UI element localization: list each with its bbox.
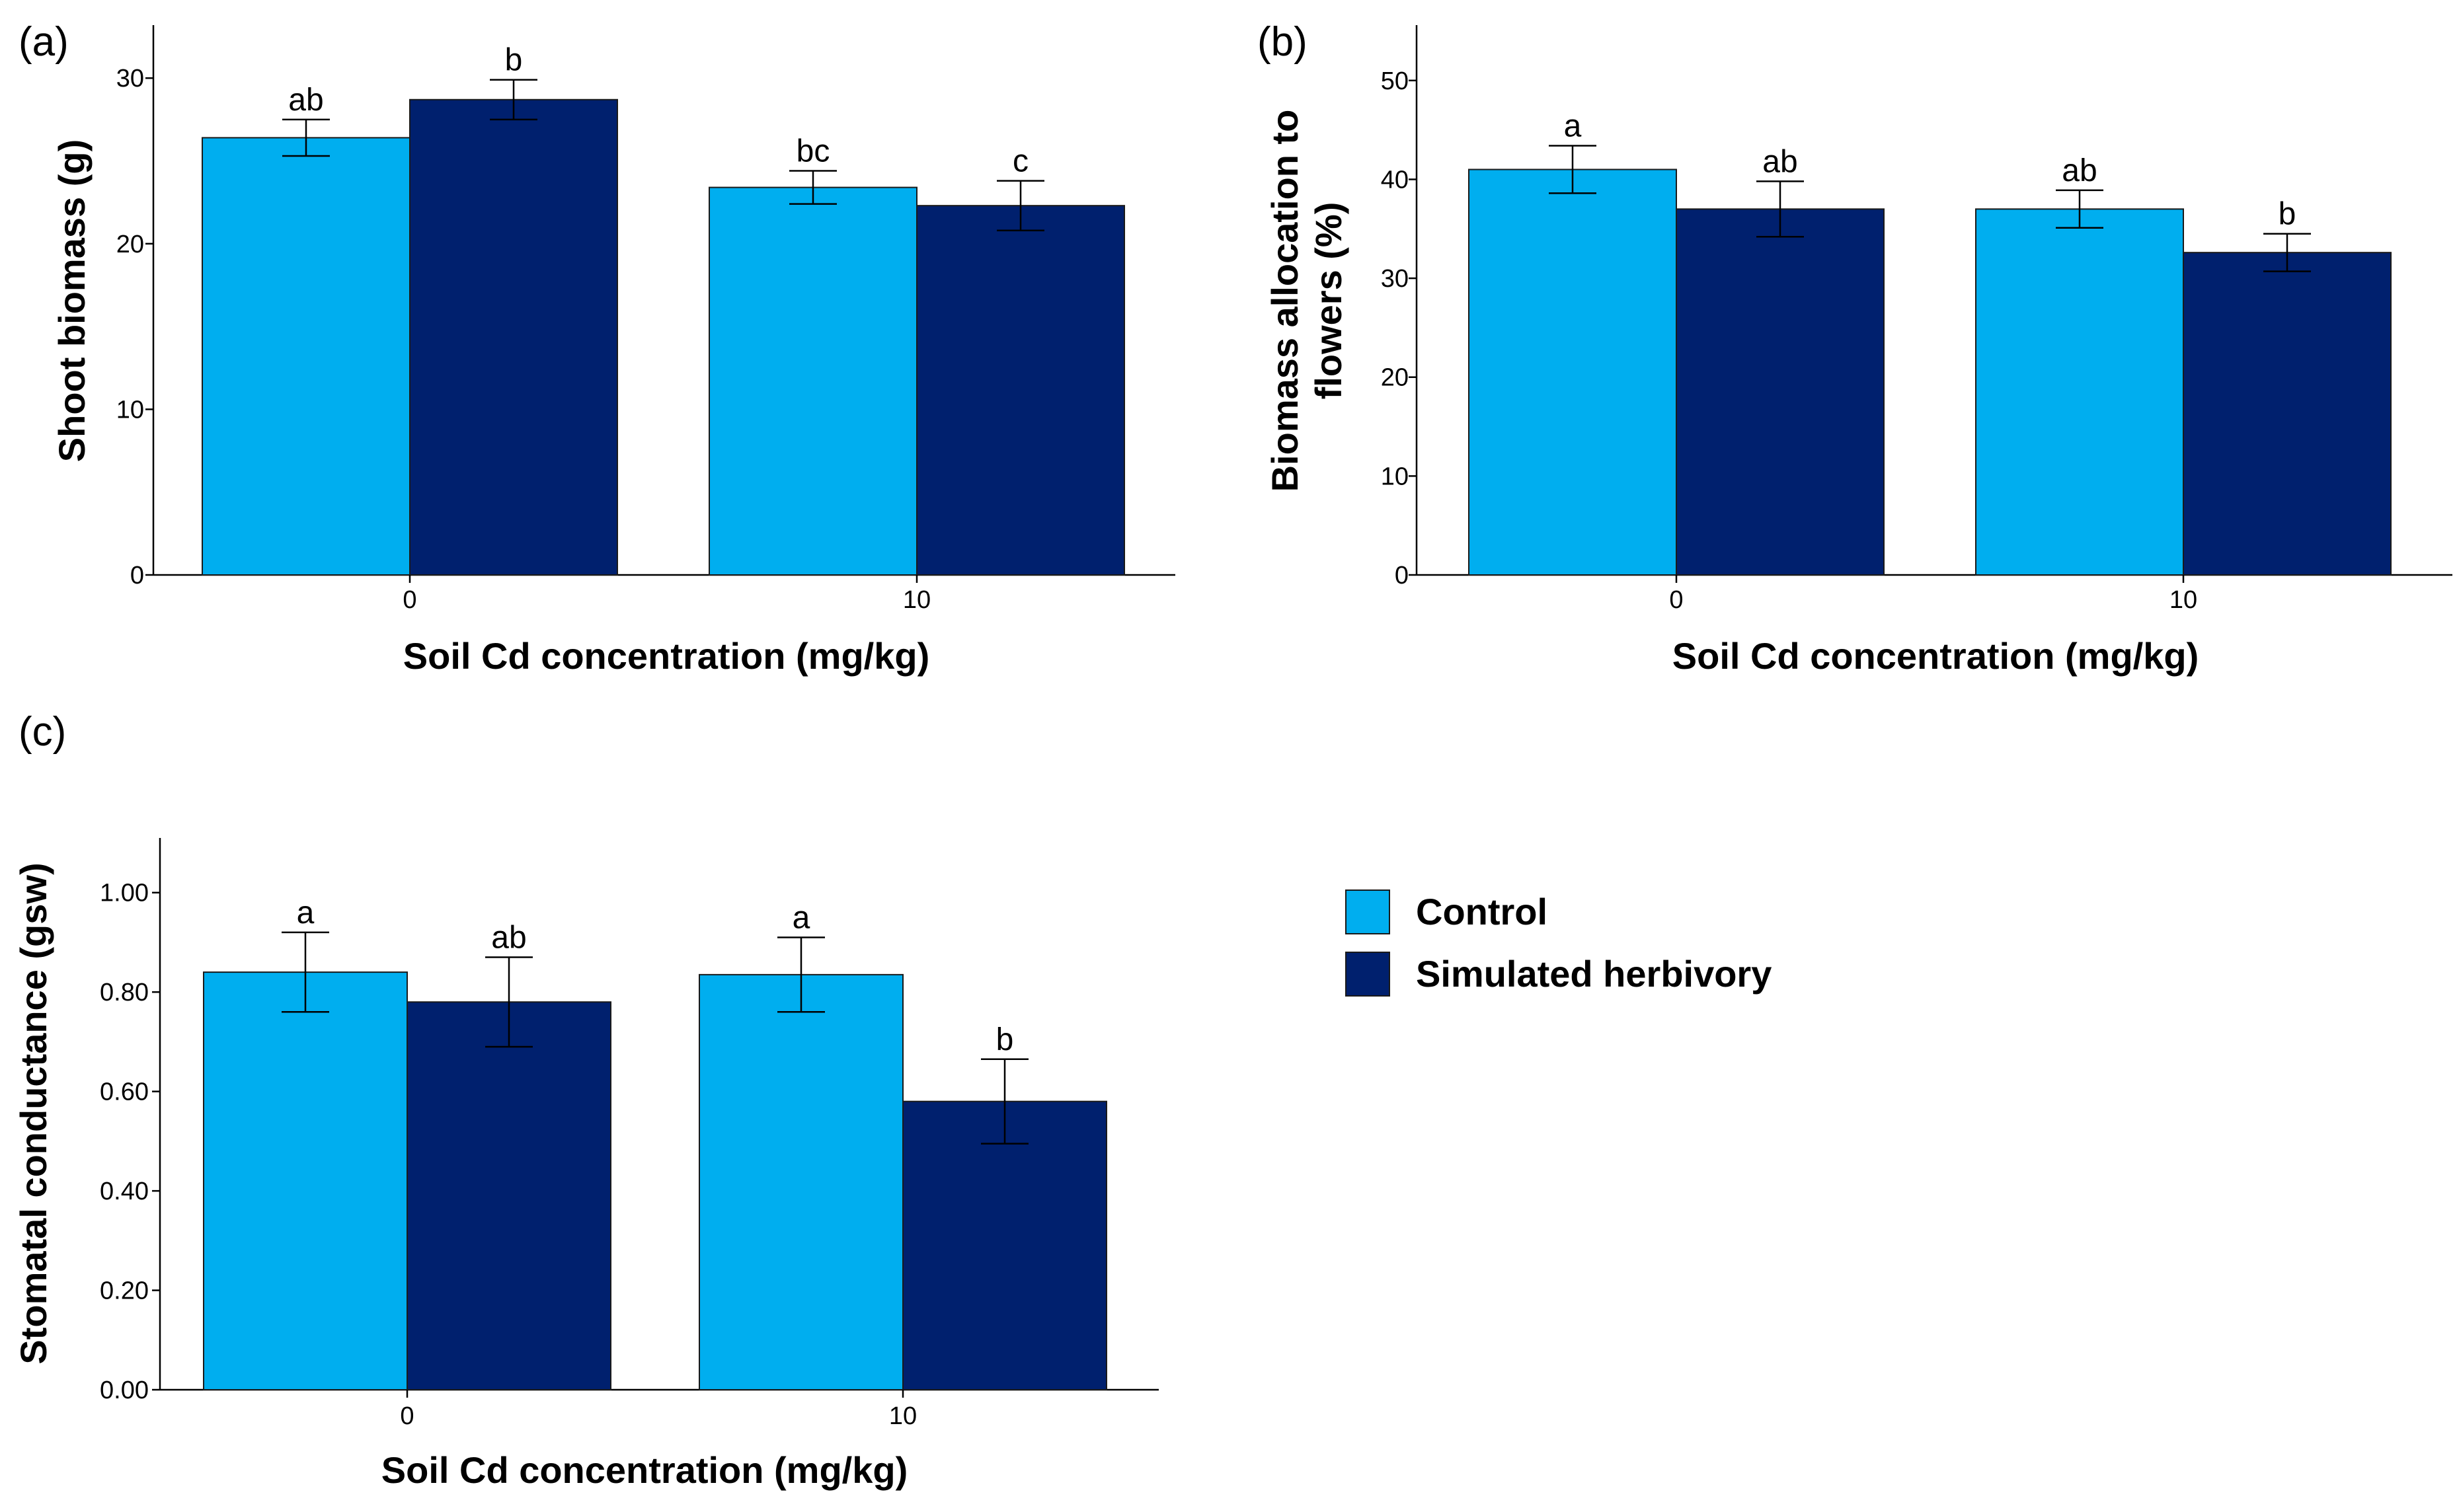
legend-swatch-control xyxy=(1345,889,1390,934)
legend-swatch-simulated-herbivory xyxy=(1345,952,1390,997)
y-tick-label: 20 xyxy=(1381,364,1409,392)
y-tick-label: 10 xyxy=(116,396,144,424)
significance-letter: ab xyxy=(1762,144,1797,179)
y-tick-label: 0.60 xyxy=(100,1078,149,1106)
x-tick-label: 0 xyxy=(403,586,416,614)
y-axis-title-line: Biomass allocation to xyxy=(1264,110,1306,492)
x-tick-label: 10 xyxy=(2169,586,2197,614)
y-tick-label: 0 xyxy=(130,562,144,589)
bar-simulated-herbivory xyxy=(916,205,1125,576)
y-tick-label: 0.80 xyxy=(100,979,149,1006)
y-tick-label: 0.00 xyxy=(100,1377,149,1404)
bar-control xyxy=(709,186,917,576)
y-axis-title-line: Stomatal conductance (gsw) xyxy=(13,862,54,1364)
significance-letter: a xyxy=(1564,109,1582,144)
y-axis-title: Shoot biomass (g) xyxy=(51,139,93,462)
significance-letter: c xyxy=(1013,144,1029,179)
panel-b: (b) 0 10 20 30 40 50 a ab 0 ab b 10 Soil Cd concentra… xyxy=(1257,19,2452,677)
y-axis-title-line: flowers (%) xyxy=(1308,202,1349,400)
bar-simulated-herbivory xyxy=(407,1001,611,1391)
significance-letter: ab xyxy=(491,921,526,956)
legend-label-control: Control xyxy=(1416,891,1547,932)
y-tick-label: 10 xyxy=(1381,463,1409,490)
y-tick-label: 40 xyxy=(1381,166,1409,194)
bar-simulated-herbivory xyxy=(1676,208,1885,576)
bar-simulated-herbivory xyxy=(409,98,618,576)
y-tick-label: 50 xyxy=(1381,67,1409,95)
x-axis-title: Soil Cd concentration (mg/kg) xyxy=(1672,635,2199,677)
significance-letter: b xyxy=(505,43,523,78)
x-tick-label: 0 xyxy=(400,1402,414,1430)
significance-letter: a xyxy=(793,900,810,935)
significance-letter: b xyxy=(2279,197,2296,232)
bar-control xyxy=(202,137,410,576)
y-tick-label: 30 xyxy=(1381,265,1409,293)
x-tick-label: 10 xyxy=(889,1402,917,1430)
y-tick-label: 30 xyxy=(116,65,144,93)
bar-control xyxy=(1975,208,2184,576)
panel-label: (c) xyxy=(19,709,66,755)
significance-letter: b xyxy=(996,1022,1014,1057)
panel-a: (a) 0 10 20 30 ab b 0 bc c 10 Soil Cd concentration… xyxy=(19,19,1175,677)
legend-label-simulated-herbivory: Simulated herbivory xyxy=(1416,953,1772,995)
bar-control xyxy=(699,973,904,1390)
panel-c: (c)0.000.200.400.600.801.00aab0ab10Soil … xyxy=(13,709,1159,1491)
bar-simulated-herbivory xyxy=(902,1100,1107,1391)
y-axis-title-line: Shoot biomass (g) xyxy=(51,139,93,462)
y-tick-label: 0 xyxy=(1395,562,1409,589)
y-tick-label: 1.00 xyxy=(100,880,149,907)
x-axis-title: Soil Cd concentration (mg/kg) xyxy=(381,1449,908,1491)
significance-letter: ab xyxy=(2062,153,2097,188)
bar-control xyxy=(203,971,408,1391)
y-axis-title: Biomass allocation toflowers (%) xyxy=(1264,110,1349,492)
x-axis-title: Soil Cd concentration (mg/kg) xyxy=(403,635,929,677)
x-tick-label: 10 xyxy=(903,586,931,614)
y-tick-label: 20 xyxy=(116,231,144,258)
significance-letter: a xyxy=(297,895,315,930)
legend: Control Simulated herbivory xyxy=(1345,889,1772,997)
y-tick-label: 0.40 xyxy=(100,1178,149,1205)
y-tick-label: 0.20 xyxy=(100,1277,149,1305)
x-tick-label: 0 xyxy=(1669,586,1683,614)
bar-simulated-herbivory xyxy=(2183,252,2392,576)
panel-label: (b) xyxy=(1257,19,1308,65)
bar-control xyxy=(1468,169,1677,576)
significance-letter: ab xyxy=(288,83,323,118)
significance-letter: bc xyxy=(797,134,830,169)
panel-label: (a) xyxy=(19,19,69,65)
y-axis-title: Stomatal conductance (gsw) xyxy=(13,862,54,1364)
